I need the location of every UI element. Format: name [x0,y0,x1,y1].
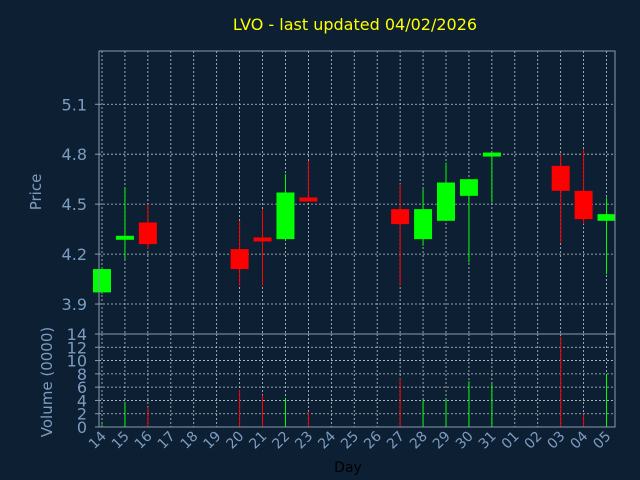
candle [414,189,433,246]
candle-body [93,269,111,293]
volume-tick-label: 14 [67,325,87,344]
x-tick-label: 03 [545,429,569,453]
x-tick-label: 24 [315,428,339,452]
candle-body [597,214,616,221]
x-tick-label: 17 [155,429,179,453]
price-tick-label: 5.1 [62,95,87,114]
candle-body [574,190,593,220]
volume-tick-label: 8 [77,365,87,384]
x-tick-label: 23 [292,429,316,453]
x-tick-label: 26 [361,428,385,452]
candle [482,152,501,203]
x-tick-label: 31 [476,429,500,453]
candle-body [459,179,478,196]
candle [299,160,318,202]
x-tick-label: 27 [384,429,408,453]
chart-title: LVO - last updated 04/02/2026 [233,15,477,34]
candlestick-series [93,149,616,295]
candle [230,220,249,286]
x-axis-label: Day [334,460,362,476]
volume-series [101,336,608,427]
x-tick-label: 15 [109,429,133,453]
x-tick-label: 18 [178,429,202,453]
x-tick-label: 14 [86,428,110,452]
candle [437,162,455,221]
x-tick-label: 04 [568,428,592,452]
volume-tick-label: 6 [77,378,87,397]
candle-body [437,182,455,221]
candle [459,179,478,263]
candle-body [482,152,501,157]
candle [138,204,157,250]
candle [115,187,134,260]
candle-body [138,222,157,245]
candle-body [253,237,272,242]
x-tick-label: 05 [590,429,614,453]
x-tick-label: 30 [453,429,477,453]
price-tick-label: 4.5 [62,195,87,214]
x-axis: 14 15 16 17 18 19 20 21 22 23 24 25 26 27 28 29 30 31 01 02… [86,428,614,452]
price-tick-label: 4.8 [62,145,87,164]
volume-tick-label: 0 [77,418,87,437]
x-tick-label: 28 [407,429,431,453]
x-tick-label: 02 [522,429,546,453]
volume-axis-label: Volume (0000) [38,327,56,437]
candle [597,197,616,275]
candle-body [115,235,134,240]
x-tick-label: 01 [499,429,523,453]
x-tick-label: 22 [269,429,293,453]
price-axis: 3.9 4.2 4.5 4.8 5.1 [62,95,99,314]
volume-tick-label: 4 [77,391,87,410]
x-tick-label: 16 [132,428,156,452]
x-tick-label: 25 [338,429,362,453]
candle-body [230,249,249,270]
volume-panel-frame [98,333,616,428]
price-tick-label: 4.2 [62,245,87,264]
price-axis-label: Price [27,174,45,211]
x-tick-label: 19 [201,429,225,453]
candle [276,174,295,241]
x-tick-label: 20 [224,429,248,453]
price-tick-label: 3.9 [62,295,87,314]
candle-body [391,209,410,225]
candle-body [276,192,295,240]
volume-grid [99,333,615,428]
price-grid [99,51,615,334]
candle-body [414,209,433,240]
candle [574,149,593,225]
candle-body [299,197,318,202]
candle-body [551,165,570,191]
candle [391,184,410,286]
volume-tick-label: 2 [77,405,87,424]
candle [253,209,272,286]
candle [93,267,111,295]
volume-tick-label: 12 [67,338,87,357]
volume-tick-label: 10 [67,352,87,371]
x-tick-label: 21 [246,429,270,453]
x-tick-label: 29 [430,429,454,453]
candle [551,154,570,243]
